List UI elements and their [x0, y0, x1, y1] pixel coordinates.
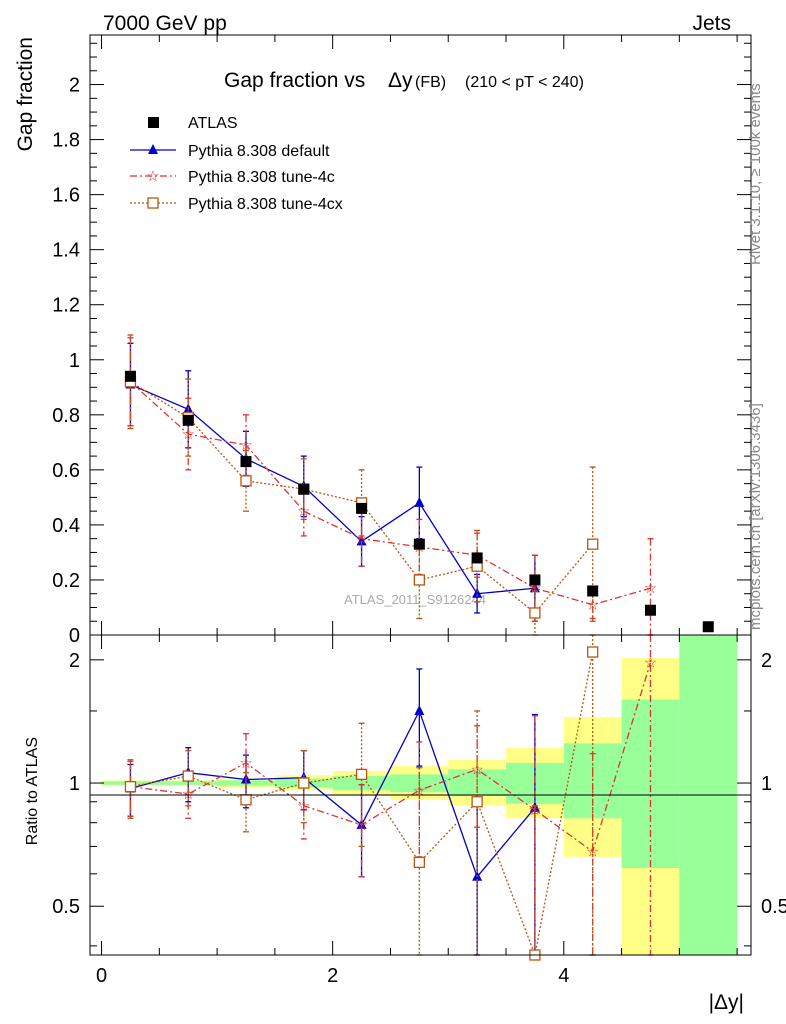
main-panel: 0 0.2 0.4 0.6 0.8 1 1.2 1.4 1.6 1.8 2 Gap fraction… [14, 34, 752, 647]
marker-tune4cx [587, 646, 599, 658]
marker-default [356, 535, 367, 546]
marker-tune4cx [529, 607, 541, 619]
y-tick-label: 0.2 [52, 570, 80, 592]
data-point-atlas [702, 621, 714, 633]
title-symbol: Δy [388, 69, 413, 92]
marker-tune4c: ☆ [355, 531, 368, 548]
header-process: 7000 GeV pp [103, 12, 227, 35]
y-tick-label: 1.8 [52, 130, 80, 152]
legend-label-tune4cx: Pythia 8.308 tune-4cx [188, 196, 343, 213]
marker-tune4cx [298, 777, 310, 789]
data-point-atlas [298, 483, 310, 495]
marker-tune4c: ☆ [586, 597, 599, 614]
marker-tune4c: ☆ [297, 798, 310, 815]
series-line-tune4cx [130, 651, 594, 958]
y-tick-label: 0.6 [52, 460, 80, 482]
marker-default [472, 587, 483, 598]
marker-tune4cx [413, 574, 425, 586]
legend-marker-tune4cx [147, 197, 159, 209]
series-line-default [130, 383, 535, 595]
title-suffix: (FB) [415, 74, 446, 91]
y-axis-label: Gap fraction [14, 37, 37, 151]
data-point-atlas [587, 585, 599, 597]
marker-tune4c: ☆ [181, 426, 194, 443]
y-tick-label: 0.4 [52, 515, 80, 537]
uncertainty-band-inner [332, 776, 391, 791]
marker-tune4c: ☆ [470, 761, 483, 778]
y-tick-label: 0 [69, 625, 80, 647]
ratio-y-tick-label-right: 0.5 [761, 896, 786, 918]
legend-label-atlas: ATLAS [188, 115, 238, 132]
ratio-y-tick-label-right: 2 [761, 650, 772, 672]
rivet-version-label: Rivet 3.1.10, ≥ 100k events [747, 83, 764, 265]
marker-tune4cx [182, 770, 194, 782]
analysis-watermark: ATLAS_2011_S9126244 [344, 592, 486, 607]
marker-tune4c: ☆ [355, 817, 368, 834]
y-tick-label: 0.8 [52, 405, 80, 427]
data-point-atlas [413, 538, 425, 550]
title-cut: (210 < pT < 240) [465, 74, 584, 91]
data-point-atlas [356, 502, 368, 514]
marker-tune4c: ☆ [239, 437, 252, 454]
legend-marker-atlas [148, 117, 159, 128]
ratio-panel-frame [89, 634, 752, 956]
legend: ATLAS Pythia 8.308 default ☆ Pythia 8.30… [130, 115, 343, 213]
data-point-atlas [240, 456, 252, 468]
uncertainty-band-inner [621, 699, 680, 868]
marker-tune4cx [413, 856, 425, 869]
ratio-axis-label: Ratio to ATLAS [24, 737, 41, 845]
data-point-atlas [182, 414, 194, 426]
data-point-atlas [644, 604, 656, 616]
legend-label-default: Pythia 8.308 default [188, 143, 330, 160]
y-tick-label: 1.6 [52, 185, 80, 207]
header-observable: Jets [692, 12, 731, 35]
x-tick-label: 0 [96, 965, 107, 987]
series-line-tune4cx [130, 381, 594, 614]
x-tick-label: 2 [327, 965, 338, 987]
ratio-y-tick-label-right: 1 [761, 773, 772, 795]
ratio-y-tick-label: 1 [69, 773, 80, 795]
marker-tune4cx [355, 768, 368, 781]
y-tick-label: 1.4 [52, 240, 80, 262]
marker-tune4c: ☆ [644, 580, 657, 597]
y-tick-label: 1 [69, 350, 80, 372]
marker-tune4cx [240, 475, 252, 487]
legend-label-tune4c: Pythia 8.308 tune-4c [188, 169, 335, 186]
marker-tune4cx [124, 780, 137, 793]
marker-tune4c: ☆ [239, 755, 252, 772]
marker-tune4cx [471, 796, 483, 808]
x-axis-label: |Δy| [709, 991, 744, 1014]
title-main: Gap fraction vs [224, 69, 365, 92]
marker-tune4cx [587, 538, 599, 550]
series-line-tune4c [130, 381, 651, 606]
legend-marker-default [148, 144, 158, 154]
series-line-default [130, 709, 536, 879]
data-point-atlas [471, 552, 483, 564]
data-point-atlas [124, 370, 136, 382]
ratio-y-tick-label: 2 [69, 650, 80, 672]
marker-default [414, 496, 425, 507]
data-point-atlas [529, 574, 541, 586]
marker-tune4c: ☆ [644, 655, 657, 672]
ratio-y-tick-label: 0.5 [52, 896, 80, 918]
series-line-tune4c [130, 662, 652, 853]
y-tick-label: 2 [69, 75, 80, 97]
x-tick-label: 4 [558, 965, 569, 987]
y-tick-label: 1.2 [52, 295, 80, 317]
mcplots-reference-label: mcplots.cern.ch [arXiv:1306.3436] [747, 403, 764, 630]
marker-default [414, 704, 425, 715]
legend-marker-tune4c: ☆ [146, 168, 159, 185]
marker-tune4cx [240, 794, 252, 806]
